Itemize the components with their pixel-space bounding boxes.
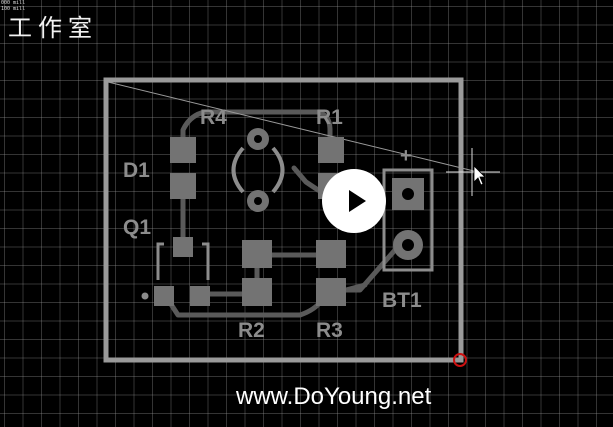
pad-bt1-2-hole — [402, 239, 414, 251]
bt1-outline — [382, 168, 434, 272]
label-d1: D1 — [123, 159, 150, 182]
pointer-arrow-icon — [473, 165, 486, 186]
origin-marker — [453, 353, 467, 367]
pad-d1-2 — [170, 173, 196, 199]
crosshair-cursor-icon — [446, 148, 500, 196]
q1-outline — [156, 242, 210, 280]
label-q1: Q1 — [123, 216, 151, 239]
trace-r3-right — [343, 282, 368, 293]
label-bt1: BT1 — [382, 289, 422, 312]
pad-r2-2 — [242, 278, 272, 306]
bt1-plus-sign: + — [400, 145, 412, 167]
pad-r3-2 — [316, 278, 346, 306]
readout-line-2: 100 mill — [1, 6, 26, 12]
studio-title: 工作室 — [8, 14, 98, 42]
pad-q1-c — [173, 237, 193, 257]
board-outline — [103, 77, 464, 363]
pad-r4-1 — [170, 137, 196, 163]
play-icon — [349, 190, 366, 212]
pad-q1-b — [154, 286, 174, 306]
label-r4: R4 — [200, 106, 227, 129]
pad-r2-1 — [242, 240, 272, 268]
label-r3: R3 — [316, 319, 343, 342]
pad-bt1-1-hole — [402, 188, 414, 200]
pad-led-2-hole — [254, 197, 262, 205]
pad-holes — [254, 135, 262, 205]
trace-r4-loop — [180, 109, 333, 151]
led-outline — [231, 146, 285, 194]
q1-bracket-left — [156, 242, 164, 280]
measure-line — [107, 81, 479, 173]
readout-line-1: 000 mill — [1, 0, 26, 6]
website-watermark: www.DoYoung.net — [236, 383, 432, 410]
pad-r1-1 — [318, 137, 344, 163]
coordinate-readout: 000 mill 100 mill — [1, 0, 25, 12]
pad-q1-e — [190, 286, 210, 306]
led-arc-left — [231, 146, 245, 194]
pad-led-1-hole — [254, 135, 262, 143]
trace-led-r1 — [291, 165, 321, 193]
pad-r3-1 — [316, 240, 346, 268]
label-r1: R1 — [316, 106, 343, 129]
play-button[interactable] — [322, 169, 386, 233]
led-arc-right — [271, 146, 285, 194]
q1-bracket-right — [202, 242, 210, 280]
q1-pin1-dot — [141, 292, 149, 300]
label-r2: R2 — [238, 319, 265, 342]
